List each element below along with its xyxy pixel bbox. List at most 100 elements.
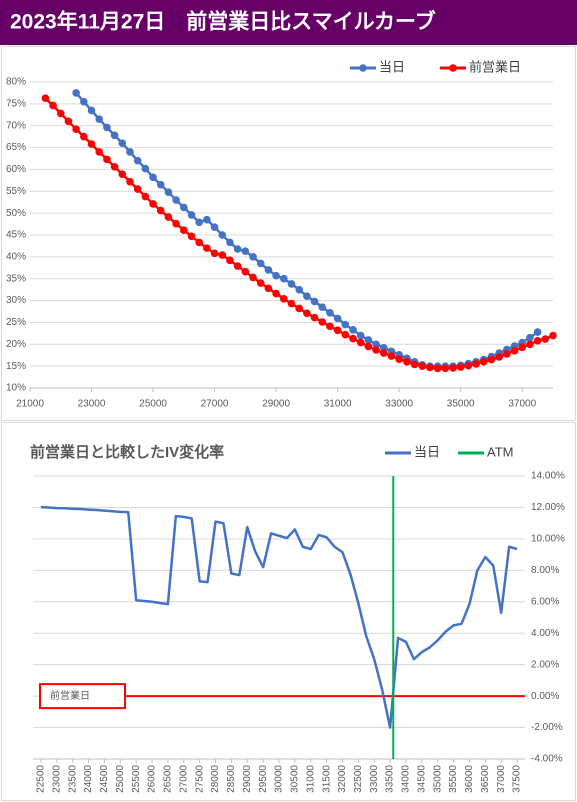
data-point: [356, 331, 365, 340]
data-point: [379, 343, 388, 352]
legend-marker: [449, 64, 457, 72]
data-point: [272, 289, 280, 298]
x-tick-label: 35500: [448, 765, 459, 793]
data-point: [126, 177, 134, 186]
data-point: [395, 355, 403, 363]
data-point: [187, 232, 196, 241]
x-tick-label: 22500: [36, 765, 47, 793]
data-point: [549, 331, 557, 340]
data-point: [318, 318, 327, 326]
data-point: [333, 314, 342, 323]
data-point: [364, 336, 373, 344]
data-point: [241, 247, 250, 255]
data-point: [172, 219, 180, 228]
y-tick-label: 12.00%: [531, 502, 565, 513]
data-point: [526, 333, 534, 342]
y-tick-label: 80%: [6, 77, 26, 88]
data-point: [287, 280, 296, 288]
data-point: [172, 196, 180, 204]
data-point: [195, 218, 204, 227]
data-point: [241, 267, 250, 276]
x-tick-label: 25000: [139, 399, 167, 410]
data-point: [41, 94, 50, 102]
data-point: [249, 273, 257, 282]
data-point: [487, 355, 496, 364]
data-point: [87, 140, 96, 148]
data-point: [118, 139, 127, 147]
data-point: [341, 330, 350, 339]
data-point: [149, 173, 157, 182]
x-tick-label: 37500: [512, 765, 523, 793]
data-point: [495, 353, 503, 361]
y-tick-label: 30%: [6, 295, 26, 306]
data-point: [326, 322, 334, 331]
data-point: [418, 362, 427, 370]
legend-label: 当日: [379, 59, 405, 74]
y-tick-label: -4.00%: [531, 754, 563, 765]
chart-title: 2023年11月27日 前営業日比スマイルカーブ: [10, 10, 436, 34]
data-point: [310, 313, 319, 322]
data-point: [110, 163, 119, 171]
baseline-label: 前営業日: [50, 689, 90, 702]
data-point: [295, 304, 303, 313]
data-point: [87, 106, 96, 115]
x-tick-label: 35000: [432, 765, 443, 793]
x-tick-label: 28500: [226, 765, 237, 793]
x-tick-label: 29500: [258, 765, 269, 793]
data-point: [226, 238, 234, 247]
data-point: [256, 259, 265, 268]
chart-title: 前営業日と比較したIV変化率: [30, 443, 224, 461]
x-tick-label: 24000: [83, 765, 94, 793]
data-point: [64, 117, 73, 126]
data-point: [149, 200, 157, 208]
data-point: [403, 357, 411, 366]
data-point: [187, 211, 196, 219]
data-point: [533, 336, 542, 345]
data-point: [372, 346, 380, 354]
data-point: [410, 360, 419, 369]
x-tick-label: 37000: [496, 765, 507, 793]
data-point: [80, 97, 88, 106]
data-point: [156, 206, 165, 215]
x-tick-label: 28000: [210, 765, 221, 793]
data-point: [449, 364, 457, 372]
data-point: [472, 360, 480, 368]
x-tick-label: 31000: [305, 765, 316, 793]
y-tick-label: 2.00%: [531, 659, 559, 670]
data-point: [56, 109, 65, 118]
x-tick-label: 31000: [324, 399, 352, 410]
data-point: [118, 170, 127, 179]
x-tick-label: 29000: [242, 765, 253, 793]
data-point: [95, 115, 104, 123]
y-tick-label: 65%: [6, 142, 26, 153]
data-point: [479, 357, 488, 366]
data-point: [233, 245, 242, 253]
x-tick-label: 24500: [99, 765, 110, 793]
data-point: [103, 155, 111, 164]
data-point: [110, 131, 119, 140]
x-tick-label: 27000: [201, 399, 229, 410]
y-tick-label: 6.00%: [531, 596, 559, 607]
data-point: [526, 340, 534, 349]
x-tick-label: 21000: [16, 399, 44, 410]
x-tick-label: 33500: [385, 765, 396, 793]
data-point: [164, 213, 173, 221]
x-tick-label: 34500: [416, 765, 427, 793]
data-point: [303, 292, 311, 301]
data-point: [133, 156, 142, 165]
x-tick-label: 29000: [262, 399, 290, 410]
x-tick-label: 37000: [508, 399, 536, 410]
y-tick-label: 55%: [6, 186, 26, 197]
x-tick-label: 32000: [337, 765, 348, 793]
data-point: [379, 349, 388, 357]
data-point: [518, 343, 527, 352]
x-tick-label: 26000: [147, 765, 158, 793]
data-point: [103, 123, 111, 132]
y-tick-label: 60%: [6, 164, 26, 175]
data-point: [426, 363, 434, 372]
data-point: [203, 215, 211, 224]
data-point: [180, 203, 188, 212]
x-tick-label: 26500: [163, 765, 174, 793]
data-point: [441, 364, 450, 373]
